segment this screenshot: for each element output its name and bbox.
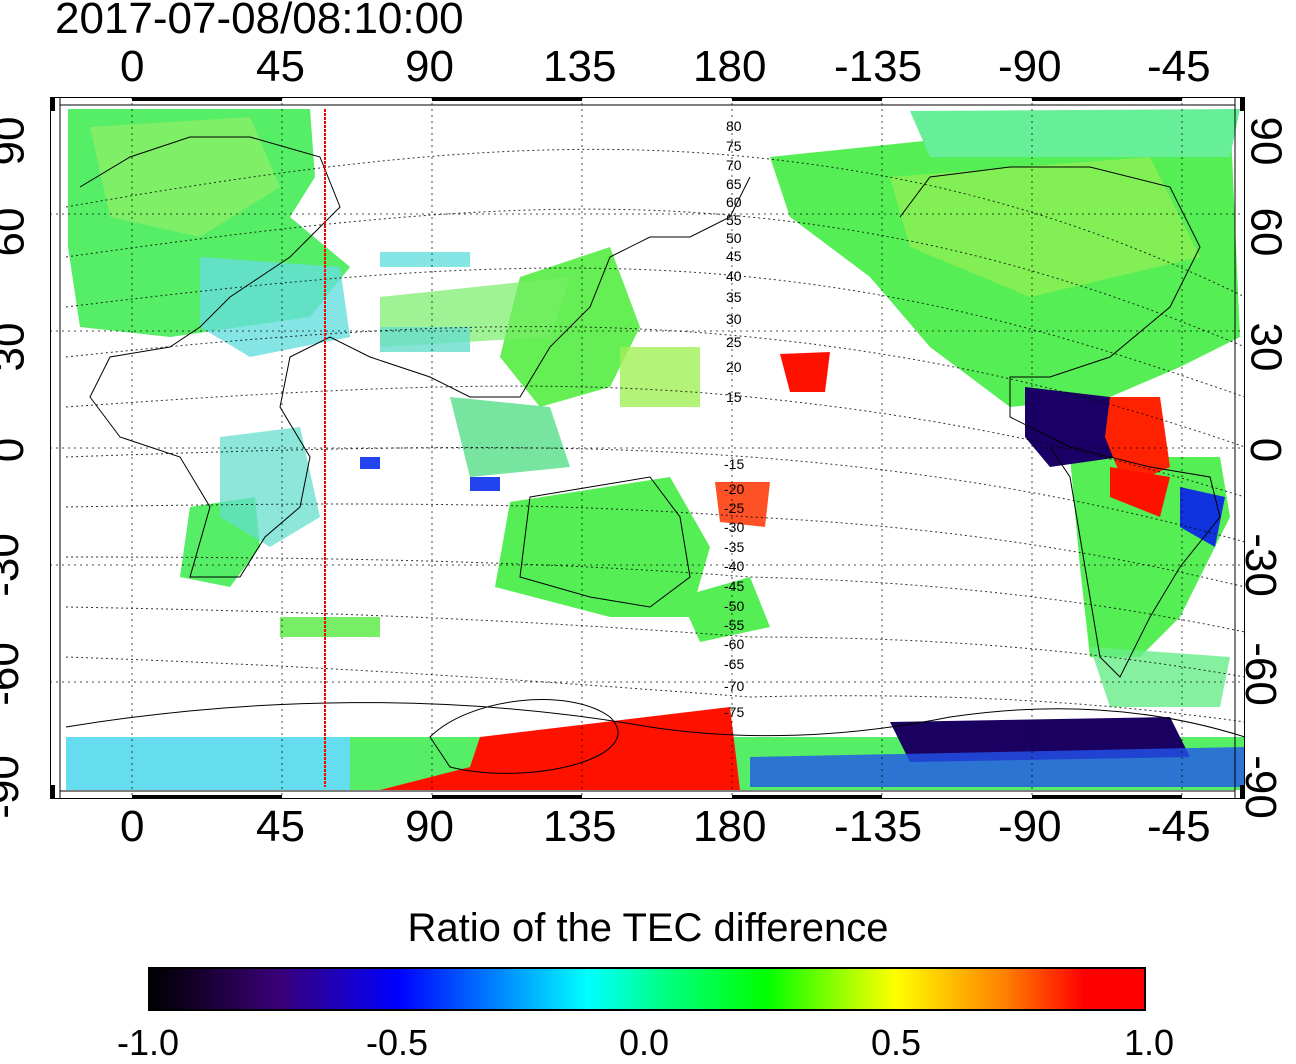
top-lon-tick: 135 <box>543 42 617 91</box>
left-lat-tick: 0 <box>0 438 34 462</box>
tec-map: 80 75 70 65 60 55 50 45 40 35 30 25 20 1… <box>50 97 1245 799</box>
tec-patch-antarctic-blue <box>750 747 1245 787</box>
colorbar-title: Ratio of the TEC difference <box>407 906 889 950</box>
tec-patch-indonesia <box>450 397 570 477</box>
contour-label: 50 <box>726 230 742 246</box>
contour-label: -40 <box>724 558 744 574</box>
map-timestamp: 2017-07-08/08:10:00 <box>55 0 464 43</box>
contour-label: -30 <box>724 519 744 535</box>
contour-label: 75 <box>726 138 742 154</box>
tec-patch-australia <box>495 477 710 617</box>
contour-label: -55 <box>724 617 744 633</box>
contour-label: 20 <box>726 359 742 375</box>
tec-patch-scatter <box>360 457 380 469</box>
tec-data-patches <box>66 109 1245 790</box>
contour-label: -50 <box>724 598 744 614</box>
top-lon-tick: 0 <box>120 42 145 91</box>
top-lon-tick: -135 <box>834 42 923 91</box>
tec-patch-brazil-neg <box>1180 487 1225 547</box>
tec-patch-central-america-neg <box>1025 387 1120 467</box>
tec-patch-hawaii-pos <box>780 352 830 392</box>
contour-labels: 80 75 70 65 60 55 50 45 40 35 30 25 20 1… <box>724 118 744 720</box>
contour-label: 60 <box>726 194 742 210</box>
contour-label: -75 <box>724 704 744 720</box>
tec-patch-scatter <box>620 347 700 407</box>
tec-patch-patagonia <box>1090 647 1230 707</box>
left-lat-tick: -60 <box>0 642 28 706</box>
tec-patch-scatter <box>380 327 470 352</box>
contour-label: -20 <box>724 481 744 497</box>
left-lat-tick: -90 <box>0 755 28 819</box>
colorbar-label: 0.5 <box>871 1022 922 1063</box>
bottom-lon-tick: 135 <box>543 802 617 851</box>
bottom-lon-tick: 45 <box>256 802 305 851</box>
tec-patch-canada <box>890 157 1200 297</box>
contour-label: 30 <box>726 311 742 327</box>
top-lon-tick: 90 <box>405 42 454 91</box>
left-lat-tick: 60 <box>0 207 34 257</box>
contour-label: 40 <box>726 268 742 284</box>
coastlines <box>65 136 1245 774</box>
tec-patch-europe-light <box>90 117 280 237</box>
tec-patch-antarctic-left <box>66 737 350 790</box>
contour-label: -15 <box>724 456 744 472</box>
left-lat-tick: 30 <box>0 322 34 372</box>
bottom-lon-tick: 0 <box>120 802 145 851</box>
bottom-lon-tick: -90 <box>998 802 1062 851</box>
top-lon-tick: -90 <box>998 42 1062 91</box>
left-lat-tick: -30 <box>0 533 28 597</box>
right-lat-tick: 30 <box>1241 322 1291 372</box>
contour-label: 70 <box>726 157 742 173</box>
colorbar-label: 0.0 <box>619 1022 670 1063</box>
contour-label: 80 <box>726 118 742 134</box>
contour-label: -60 <box>724 636 744 652</box>
bottom-lon-tick: -135 <box>834 802 923 851</box>
contour-label: 15 <box>726 389 742 405</box>
colorbar-label: -0.5 <box>366 1022 429 1063</box>
tec-patch-east-africa <box>220 427 320 547</box>
contour-label: -35 <box>724 539 744 555</box>
top-lon-tick: 45 <box>256 42 305 91</box>
top-lon-tick: 180 <box>693 42 767 91</box>
right-lat-tick: 0 <box>1241 437 1291 463</box>
contour-label: -45 <box>724 578 744 594</box>
tec-patch-brazil-pos <box>1110 467 1170 517</box>
contour-label: 55 <box>726 212 742 228</box>
colorbar-label: -1.0 <box>117 1022 180 1063</box>
contour-label: -65 <box>724 656 744 672</box>
colorbar <box>148 967 1146 1011</box>
tec-patch-caribbean-pos <box>1105 397 1170 487</box>
map-border <box>50 97 1245 799</box>
lat-lon-grid <box>50 97 1245 799</box>
tec-patch-scatter <box>380 252 470 267</box>
tec-patch-new-zealand <box>680 577 770 642</box>
tec-patch-mideast <box>200 257 350 357</box>
right-lat-tick: 60 <box>1241 207 1291 257</box>
contour-label: -70 <box>724 678 744 694</box>
contour-label: 45 <box>726 248 742 264</box>
tec-patch-scatter <box>280 617 380 637</box>
tec-patch-pacific-pos <box>715 482 770 527</box>
top-lon-tick: -45 <box>1147 42 1211 91</box>
bottom-lon-tick: -45 <box>1147 802 1211 851</box>
tec-patch-alaska <box>910 109 1240 157</box>
contour-label: 25 <box>726 334 742 350</box>
bottom-lon-tick: 180 <box>693 802 767 851</box>
bottom-lon-tick: 90 <box>405 802 454 851</box>
right-lat-tick: 90 <box>1241 116 1291 166</box>
left-lat-tick: 90 <box>0 116 34 166</box>
colorbar-label: 1.0 <box>1124 1022 1175 1063</box>
contour-label: 35 <box>726 289 742 305</box>
contour-label: 65 <box>726 176 742 192</box>
tec-patch-antarctic-pos <box>380 707 740 790</box>
contour-label: -25 <box>724 500 744 516</box>
tec-patch-scatter <box>470 477 500 491</box>
magnetic-latitude-contours <box>65 148 1245 723</box>
